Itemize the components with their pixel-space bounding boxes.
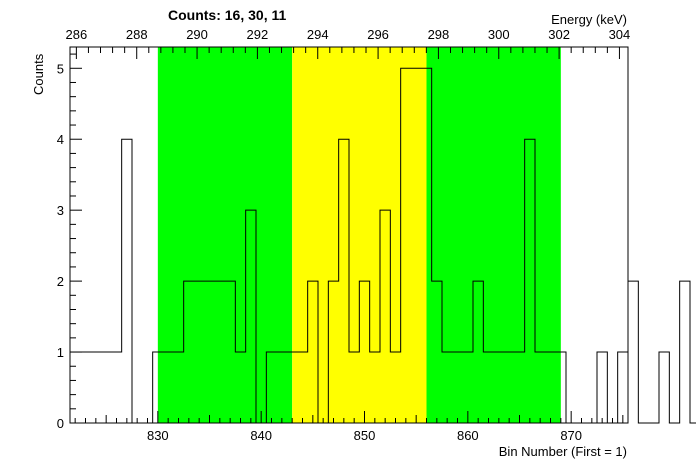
top-tick-label: 290 [186,27,208,42]
y-tick-label: 1 [57,345,64,360]
y-tick-label: 4 [57,132,64,147]
top-tick-label: 288 [126,27,148,42]
top-axis: 286 288 290 292 294 296 298 300 302 304 [66,27,631,59]
y-tick-label: 2 [57,274,64,289]
top-tick-label: 296 [367,27,389,42]
region-peak [292,47,427,423]
top-tick-label: 292 [247,27,269,42]
region-bands [157,47,561,423]
bottom-axis: 830 840 850 860 870 [74,411,624,443]
top-tick-label: 304 [609,27,631,42]
top-axis-label: Energy (keV) [551,12,627,27]
top-tick-label: 302 [548,27,570,42]
region-background-right [426,47,561,423]
plot-frame [69,46,629,424]
left-axis: 0 1 2 3 4 5 [57,53,82,431]
x-tick-label: 840 [250,428,272,443]
x-tick-label: 860 [457,428,479,443]
y-tick-label: 3 [57,203,64,218]
top-tick-label: 298 [428,27,450,42]
x-tick-label: 830 [147,428,169,443]
x-tick-label: 870 [560,428,582,443]
region-background-left [157,47,293,423]
top-tick-label: 294 [307,27,329,42]
x-tick-label: 850 [354,428,376,443]
y-axis-label: Counts [31,53,46,95]
top-tick-label: 286 [66,27,88,42]
y-tick-label: 0 [57,416,64,431]
x-axis-label: Bin Number (First = 1) [499,444,627,459]
top-tick-label: 300 [488,27,510,42]
y-tick-label: 5 [57,61,64,76]
chart-title: Counts: 16, 30, 11 [168,7,286,23]
